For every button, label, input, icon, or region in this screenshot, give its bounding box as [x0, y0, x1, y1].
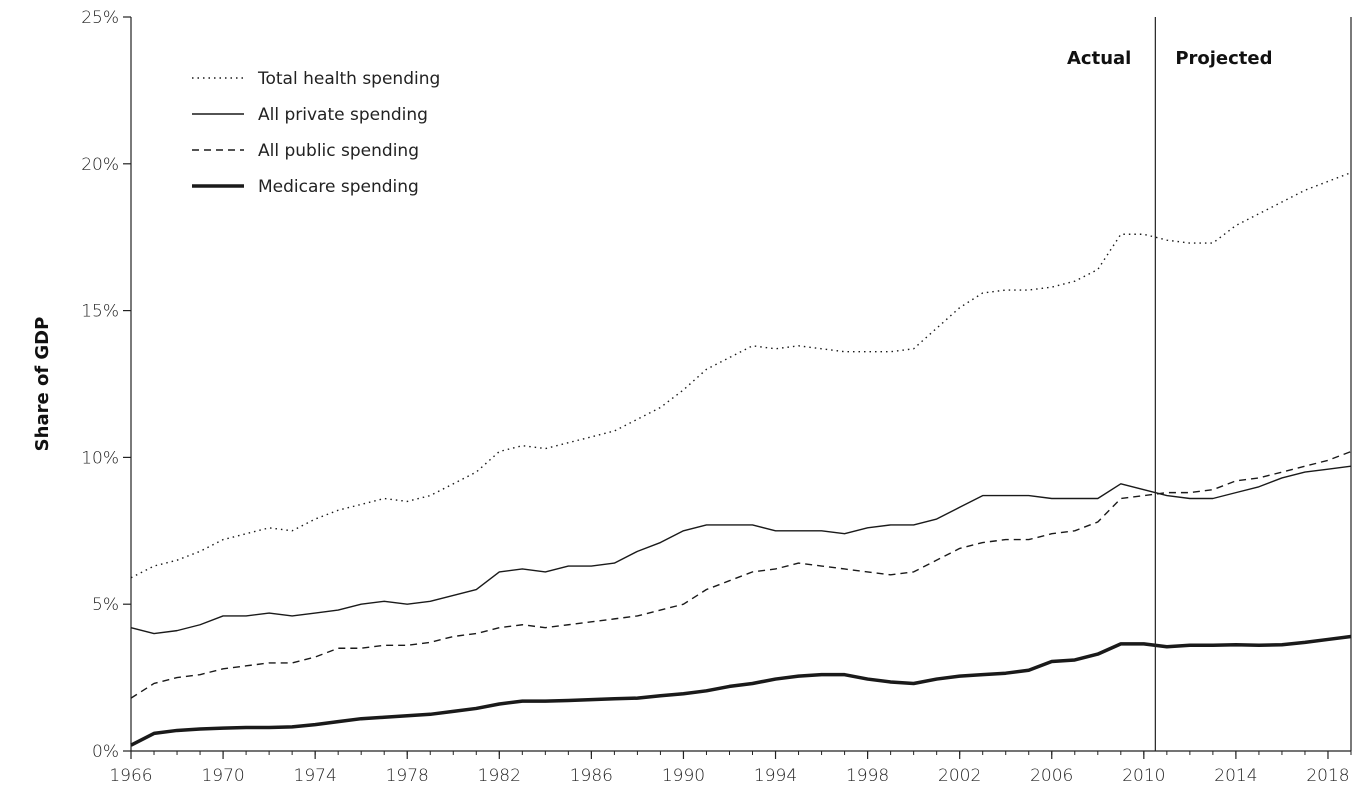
x-tick-label: 1978 [386, 766, 429, 786]
x-tick-label: 1974 [294, 766, 337, 786]
x-tick-label: 1986 [570, 766, 613, 786]
x-tick-label: 1966 [109, 766, 152, 786]
series-line-dotted [130, 171, 1352, 579]
tick-labels: 0% 5% 10% 15% 20% 25% 1966 1970 1974 1978 1982 1986… [81, 8, 1349, 786]
legend: Total health spending All private spendin… [192, 69, 440, 197]
x-tick-label: 2018 [1306, 766, 1349, 786]
y-tick-label: 20% [81, 155, 119, 175]
series-line-dashed [130, 450, 1352, 699]
series-lines [130, 171, 1352, 747]
legend-label: All public spending [258, 141, 419, 161]
x-tick-label: 2010 [1122, 766, 1165, 786]
y-axis-label: Share of GDP [32, 317, 53, 452]
y-tick-label: 0% [92, 742, 119, 762]
annotation-projected: Projected [1175, 48, 1272, 69]
legend-label: Medicare spending [258, 177, 419, 197]
legend-label: All private spending [258, 105, 428, 125]
y-tick-label: 15% [81, 302, 119, 322]
series-line-thick [130, 634, 1352, 747]
axes [123, 16, 1352, 759]
x-tick-label: 1982 [478, 766, 521, 786]
y-tick-label: 25% [81, 8, 119, 28]
x-tick-label: 2002 [938, 766, 981, 786]
legend-label: Total health spending [257, 69, 440, 89]
x-tick-label: 1998 [846, 766, 889, 786]
x-tick-label: 1990 [662, 766, 705, 786]
series-line-solid [130, 465, 1352, 635]
x-tick-label: 1970 [201, 766, 244, 786]
y-tick-label: 5% [92, 595, 119, 615]
annotation-actual: Actual [1067, 48, 1131, 69]
x-tick-label: 2014 [1214, 766, 1257, 786]
y-tick-label: 10% [81, 448, 119, 468]
x-tick-label: 2006 [1030, 766, 1073, 786]
x-tick-label: 1994 [754, 766, 797, 786]
